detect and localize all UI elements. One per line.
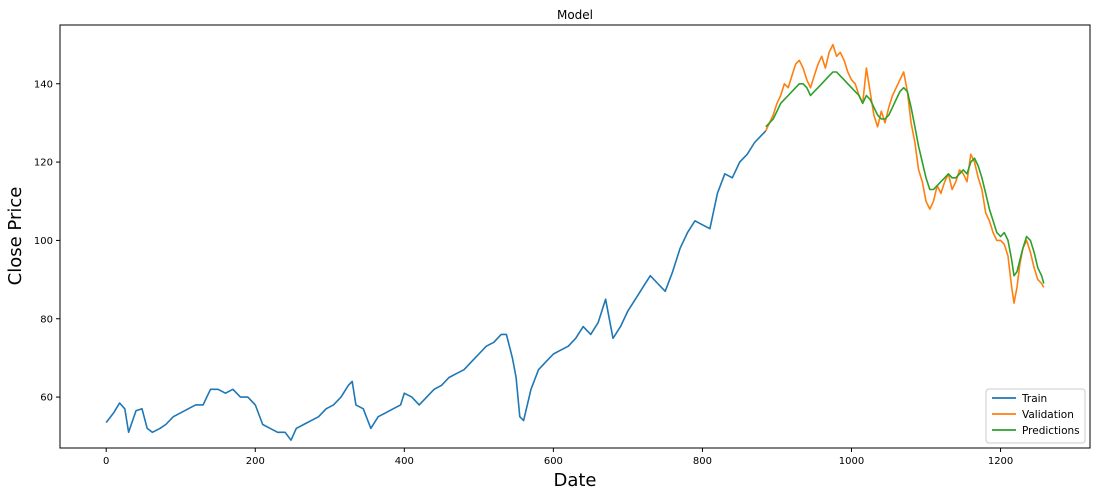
series-line-predictions	[765, 71, 1045, 284]
x-tick-label: 1000	[839, 456, 864, 467]
x-axis-label: Date	[553, 470, 596, 491]
plot-frame	[59, 24, 1091, 449]
y-tick-label: 80	[40, 314, 53, 325]
x-tick-label: 200	[246, 456, 265, 467]
x-tick-label: 400	[395, 456, 414, 467]
chart-title: Model	[557, 8, 593, 22]
x-tick-label: 1200	[988, 456, 1013, 467]
y-tick-label: 60	[40, 393, 53, 404]
legend-label-validation: Validation	[1022, 409, 1074, 421]
x-axis: 0 200 400 600 800 1000 1200	[103, 448, 1013, 467]
legend: Train Validation Predictions	[985, 388, 1086, 444]
y-tick-label: 120	[34, 158, 53, 169]
y-tick-label: 140	[34, 79, 53, 90]
series-line-validation	[765, 43, 1045, 304]
x-tick-label: 0	[103, 456, 109, 467]
y-axis-label: Close Price	[5, 187, 26, 286]
x-tick-label: 800	[693, 456, 712, 467]
y-tick-label: 100	[34, 236, 53, 247]
series-layer	[105, 43, 1045, 441]
series-line-train	[105, 130, 767, 441]
legend-label-train: Train	[1021, 393, 1047, 405]
x-tick-label: 600	[544, 456, 563, 467]
y-axis: 60 80 100 120 140	[34, 79, 60, 404]
legend-label-predictions: Predictions	[1022, 425, 1080, 437]
